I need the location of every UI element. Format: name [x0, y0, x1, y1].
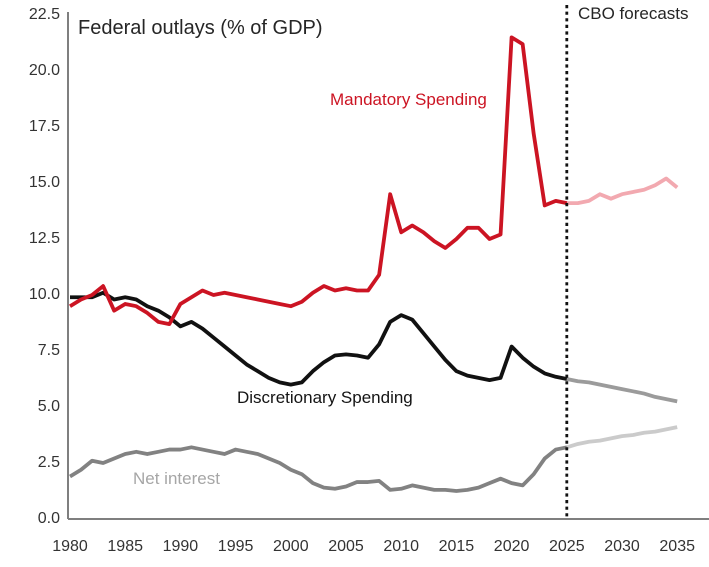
x-tick-label-1980: 1980 — [52, 538, 88, 555]
x-tick-label-2015: 2015 — [438, 538, 475, 555]
series-line-net-interest — [69, 445, 568, 493]
series-line-mandatory-spending-cbo-forecast — [566, 176, 679, 206]
y-tick-label-15.0: 15.0 — [28, 174, 60, 191]
x-tick-label-2025: 2025 — [549, 538, 585, 555]
net-interest-series-label: Net interest — [133, 469, 220, 488]
y-tick-label-7.5: 7.5 — [37, 342, 60, 359]
series-line-discretionary-spending-cbo-forecast — [566, 377, 678, 404]
series-line-mandatory-spending — [69, 35, 568, 327]
y-tick-label-10.0: 10.0 — [28, 286, 60, 303]
x-tick-label-2035: 2035 — [659, 538, 695, 555]
x-tick-label-1990: 1990 — [162, 538, 199, 555]
cbo-forecasts-label: CBO forecasts — [578, 4, 689, 23]
y-tick-label-5.0: 5.0 — [37, 398, 60, 415]
x-tick-label-1985: 1985 — [107, 538, 143, 555]
x-tick-label-1995: 1995 — [217, 538, 254, 555]
x-tick-label-2000: 2000 — [273, 538, 309, 555]
x-tick-label-2010: 2010 — [383, 538, 419, 555]
series-line-net-interest-cbo-forecast — [566, 425, 678, 450]
x-tick-label-2005: 2005 — [328, 538, 364, 555]
x-tick-label-2030: 2030 — [604, 538, 640, 555]
x-tick-label-2020: 2020 — [493, 538, 530, 555]
mandatory-spending-series-label: Mandatory Spending — [330, 90, 487, 109]
y-tick-label-0.0: 0.0 — [37, 510, 60, 527]
y-tick-label-17.5: 17.5 — [28, 118, 60, 135]
chart-title: Federal outlays (% of GDP) — [78, 17, 323, 39]
series-line-discretionary-spending — [70, 290, 568, 387]
y-tick-label-20.0: 20.0 — [28, 62, 60, 79]
y-tick-label-12.5: 12.5 — [28, 230, 60, 247]
y-tick-label-2.5: 2.5 — [37, 454, 60, 471]
discretionary-spending-series-label: Discretionary Spending — [237, 388, 413, 407]
y-tick-label-22.5: 22.5 — [28, 6, 60, 23]
